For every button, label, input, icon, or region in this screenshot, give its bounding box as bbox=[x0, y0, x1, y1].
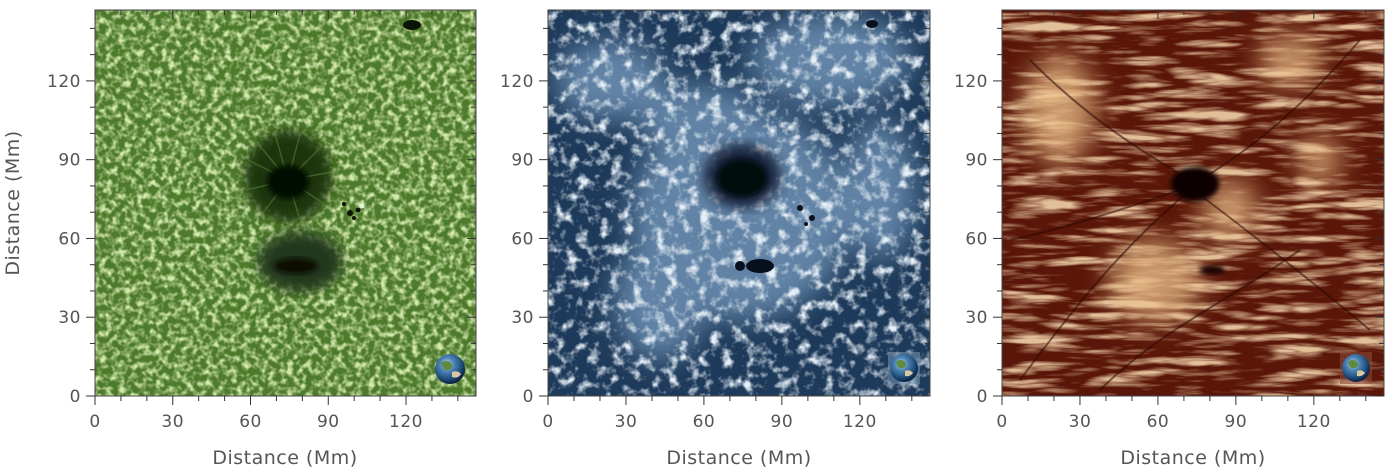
red-plage bbox=[1025, 35, 1340, 320]
y-tick-label: 120 bbox=[47, 72, 81, 92]
x-tick-label: 120 bbox=[1297, 412, 1331, 432]
y-tick-label: 30 bbox=[511, 308, 534, 328]
green-y-axis-title: Distance (Mm) bbox=[2, 130, 24, 275]
red-x-axis: 0 30 60 90 120 bbox=[996, 10, 1367, 432]
y-tick-label: 0 bbox=[977, 387, 988, 407]
x-tick-label: 90 bbox=[771, 412, 794, 432]
x-tick-label: 60 bbox=[1147, 412, 1170, 432]
blue-pores bbox=[735, 20, 878, 273]
red-fibril-strands bbox=[1009, 39, 1371, 391]
earth-scale-icon bbox=[1340, 352, 1372, 384]
y-tick-label: 60 bbox=[965, 229, 988, 249]
green-pores bbox=[342, 20, 421, 220]
x-tick-label: 60 bbox=[239, 412, 262, 432]
x-tick-label: 0 bbox=[996, 412, 1007, 432]
y-tick-label: 120 bbox=[954, 72, 988, 92]
y-tick-label: 60 bbox=[58, 229, 81, 249]
x-tick-label: 120 bbox=[389, 412, 423, 432]
y-tick-label: 90 bbox=[58, 151, 81, 171]
x-tick-label: 90 bbox=[317, 412, 340, 432]
earth-scale-icon bbox=[888, 352, 920, 384]
y-tick-label: 30 bbox=[58, 308, 81, 328]
red-umbra-upper bbox=[1171, 167, 1219, 201]
red-frame bbox=[1001, 9, 1385, 397]
green-x-axis: 0 30 60 90 120 bbox=[89, 10, 459, 432]
x-tick-label: 90 bbox=[1225, 412, 1248, 432]
red-x-axis-title: Distance (Mm) bbox=[1120, 447, 1265, 469]
y-tick-label: 30 bbox=[965, 308, 988, 328]
y-tick-label: 0 bbox=[70, 387, 81, 407]
panel-red: 0 30 60 90 120 0 30 60 90 120 Distance (Mm) bbox=[954, 9, 1385, 469]
blue-x-axis-title: Distance (Mm) bbox=[666, 447, 811, 469]
green-umbra-lower bbox=[274, 258, 318, 274]
x-tick-label: 30 bbox=[161, 412, 184, 432]
x-tick-label: 60 bbox=[693, 412, 716, 432]
y-tick-label: 120 bbox=[500, 72, 534, 92]
red-image bbox=[1002, 10, 1384, 396]
y-tick-label: 0 bbox=[523, 387, 534, 407]
red-y-axis: 0 30 60 90 120 bbox=[954, 27, 1384, 407]
green-image bbox=[95, 10, 476, 396]
green-x-axis-title: Distance (Mm) bbox=[212, 447, 357, 469]
blue-umbra-upper bbox=[717, 159, 767, 197]
x-tick-label: 120 bbox=[843, 412, 877, 432]
x-tick-label: 30 bbox=[615, 412, 638, 432]
panel-green: 0 30 60 90 120 0 30 60 90 120 Distance (Mm) Dist… bbox=[2, 9, 477, 469]
green-frame bbox=[94, 9, 477, 397]
y-tick-label: 60 bbox=[511, 229, 534, 249]
blue-y-axis: 0 30 60 90 120 bbox=[500, 27, 930, 407]
x-tick-label: 30 bbox=[1069, 412, 1092, 432]
y-tick-label: 90 bbox=[965, 151, 988, 171]
green-umbra-upper bbox=[267, 165, 309, 199]
blue-image bbox=[548, 10, 930, 396]
green-y-axis: 0 30 60 90 120 bbox=[47, 27, 476, 407]
red-pore-lower bbox=[1199, 265, 1225, 275]
x-tick-label: 0 bbox=[542, 412, 553, 432]
x-tick-label: 0 bbox=[89, 412, 100, 432]
blue-x-axis: 0 30 60 90 120 bbox=[542, 10, 913, 432]
green-bright-point bbox=[359, 203, 365, 209]
panel-blue: 0 30 60 90 120 0 30 60 90 120 Distance (Mm) bbox=[500, 9, 931, 469]
y-tick-label: 90 bbox=[511, 151, 534, 171]
blue-frame bbox=[547, 9, 931, 397]
earth-scale-icon bbox=[435, 354, 465, 384]
